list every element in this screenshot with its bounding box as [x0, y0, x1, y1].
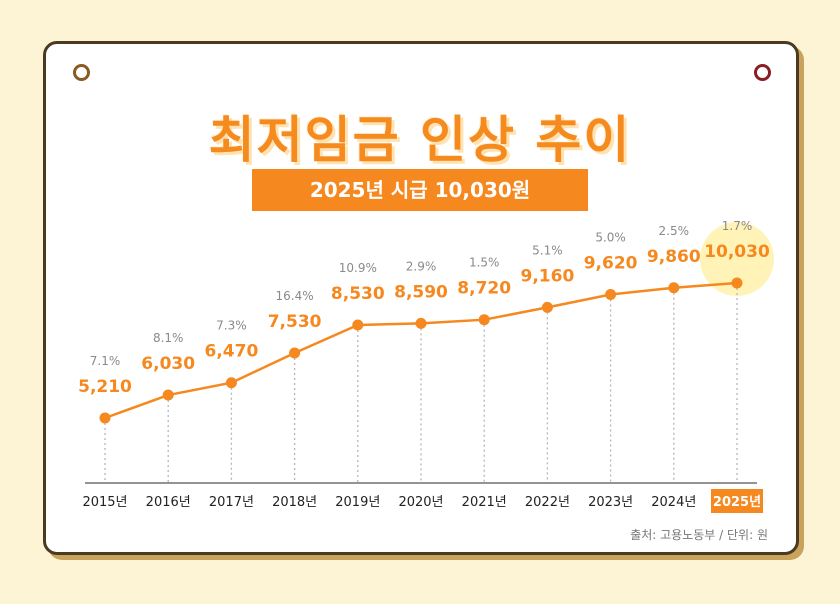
value-label: 8,530	[331, 284, 385, 304]
highlight-circle	[700, 222, 774, 296]
growth-label: 7.3%	[216, 319, 247, 333]
data-point	[668, 282, 680, 294]
value-label: 9,620	[584, 253, 638, 273]
data-point	[605, 288, 617, 300]
value-label: 6,030	[141, 354, 195, 374]
data-point	[415, 317, 427, 329]
highlight-tick-bg	[711, 489, 763, 513]
subtitle-banner: 2025년 시급 10,030원	[252, 169, 588, 211]
pin-right-icon	[754, 64, 771, 81]
series-line	[104, 281, 738, 420]
value-label: 5,210	[78, 377, 132, 397]
data-point	[478, 314, 490, 326]
growth-label: 7.1%	[90, 354, 121, 368]
data-point	[225, 377, 237, 389]
x-tick-label: 2021년	[462, 495, 507, 510]
growth-label: 1.7%	[722, 219, 753, 233]
x-tick-label: 2019년	[335, 495, 380, 510]
growth-label: 5.0%	[595, 230, 626, 244]
growth-label: 16.4%	[276, 289, 314, 303]
data-point	[289, 347, 301, 359]
growth-label: 10.9%	[339, 261, 377, 275]
data-point	[162, 389, 174, 401]
value-label: 8,590	[394, 282, 448, 302]
x-tick-label: 2025년	[713, 495, 761, 510]
data-point	[352, 319, 364, 331]
x-tick-label: 2022년	[525, 495, 570, 510]
growth-label: 8.1%	[153, 331, 184, 345]
data-point	[99, 412, 111, 424]
value-label: 9,160	[521, 266, 575, 286]
x-tick-label: 2017년	[209, 495, 254, 510]
growth-label: 2.5%	[659, 224, 690, 238]
value-label: 10,030	[704, 242, 770, 262]
x-tick-label: 2023년	[588, 495, 633, 510]
chart-title: 최저임금 인상 추이	[208, 111, 632, 169]
x-tick-label: 2015년	[82, 495, 127, 510]
x-tick-label: 2018년	[272, 495, 317, 510]
source-note: 출처: 고용노동부 / 단위: 원	[630, 528, 768, 542]
value-label: 9,860	[647, 247, 701, 267]
x-tick-label: 2020년	[398, 495, 443, 510]
data-point	[541, 301, 553, 313]
pin-left-icon	[73, 64, 90, 81]
data-point	[731, 277, 743, 289]
growth-label: 2.9%	[406, 259, 437, 273]
growth-label: 1.5%	[469, 256, 500, 270]
value-label: 7,530	[268, 312, 322, 332]
growth-label: 5.1%	[532, 243, 563, 257]
x-tick-label: 2024년	[651, 495, 696, 510]
value-label: 8,720	[457, 279, 511, 299]
value-label: 6,470	[205, 342, 259, 362]
x-tick-label: 2016년	[146, 495, 191, 510]
